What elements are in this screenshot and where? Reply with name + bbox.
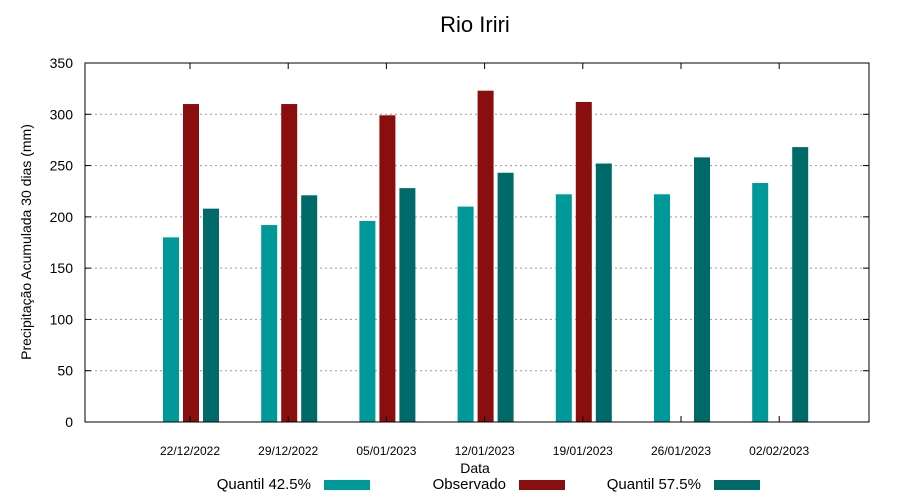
bar-3: [399, 188, 416, 422]
bar-3: [497, 172, 514, 422]
x-tick-label: 22/12/2022: [160, 444, 220, 458]
y-tick-label: 100: [50, 311, 74, 327]
bar-1: [555, 194, 572, 422]
bar-3: [595, 163, 612, 422]
bars: [163, 90, 809, 423]
bar-1: [752, 183, 769, 422]
plot-frame: [84, 62, 870, 423]
chart-title: Rio Iriri: [440, 12, 510, 37]
x-tick-label: 26/01/2023: [651, 444, 711, 458]
y-axis-label: Precipitação Acumulada 30 dias (mm): [18, 124, 34, 360]
y-tick-label: 200: [50, 209, 74, 225]
legend-label: Quantil 42.5%: [217, 476, 311, 493]
x-tick-label: 19/01/2023: [553, 444, 613, 458]
legend-swatch: [324, 480, 370, 490]
legend-label: Quantil 57.5%: [607, 476, 701, 493]
bar-2: [379, 115, 396, 422]
bar-2: [281, 104, 298, 423]
x-tick-label: 05/01/2023: [356, 444, 416, 458]
x-ticks: 22/12/2022 29/12/2022 05/01/2023 12/01/2023…: [160, 63, 810, 458]
legend-label: Observado: [433, 476, 506, 493]
bar-2: [183, 104, 199, 423]
bar-3: [792, 147, 809, 422]
x-tick-label: 02/02/2023: [749, 444, 809, 458]
y-tick-label: 50: [57, 363, 73, 379]
bar-2: [477, 90, 494, 423]
bar-3: [203, 208, 219, 422]
bar-2: [575, 101, 592, 422]
bar-1: [359, 220, 376, 422]
bar-1: [457, 206, 474, 422]
x-tick-label: 12/01/2023: [455, 444, 515, 458]
y-tick-label: 250: [50, 158, 74, 174]
bar-1: [261, 225, 278, 422]
y-tick-label: 0: [65, 414, 73, 430]
legend-swatch: [519, 480, 565, 490]
bar-3: [694, 157, 710, 422]
x-tick-label: 29/12/2022: [258, 444, 318, 458]
bar-3: [301, 195, 318, 422]
bar-1: [654, 194, 670, 422]
x-axis-label: Data: [460, 460, 490, 476]
legend-swatch: [714, 480, 760, 490]
y-ticks: 0 50 100 150 200 250 300 350: [50, 55, 869, 430]
legend: Quantil 42.5% Observado Quantil 57.5%: [217, 476, 760, 493]
bar-1: [163, 237, 179, 422]
grid-lines: [85, 113, 869, 372]
y-tick-label: 300: [50, 106, 74, 122]
y-tick-label: 150: [50, 260, 74, 276]
y-tick-label: 350: [50, 55, 74, 71]
